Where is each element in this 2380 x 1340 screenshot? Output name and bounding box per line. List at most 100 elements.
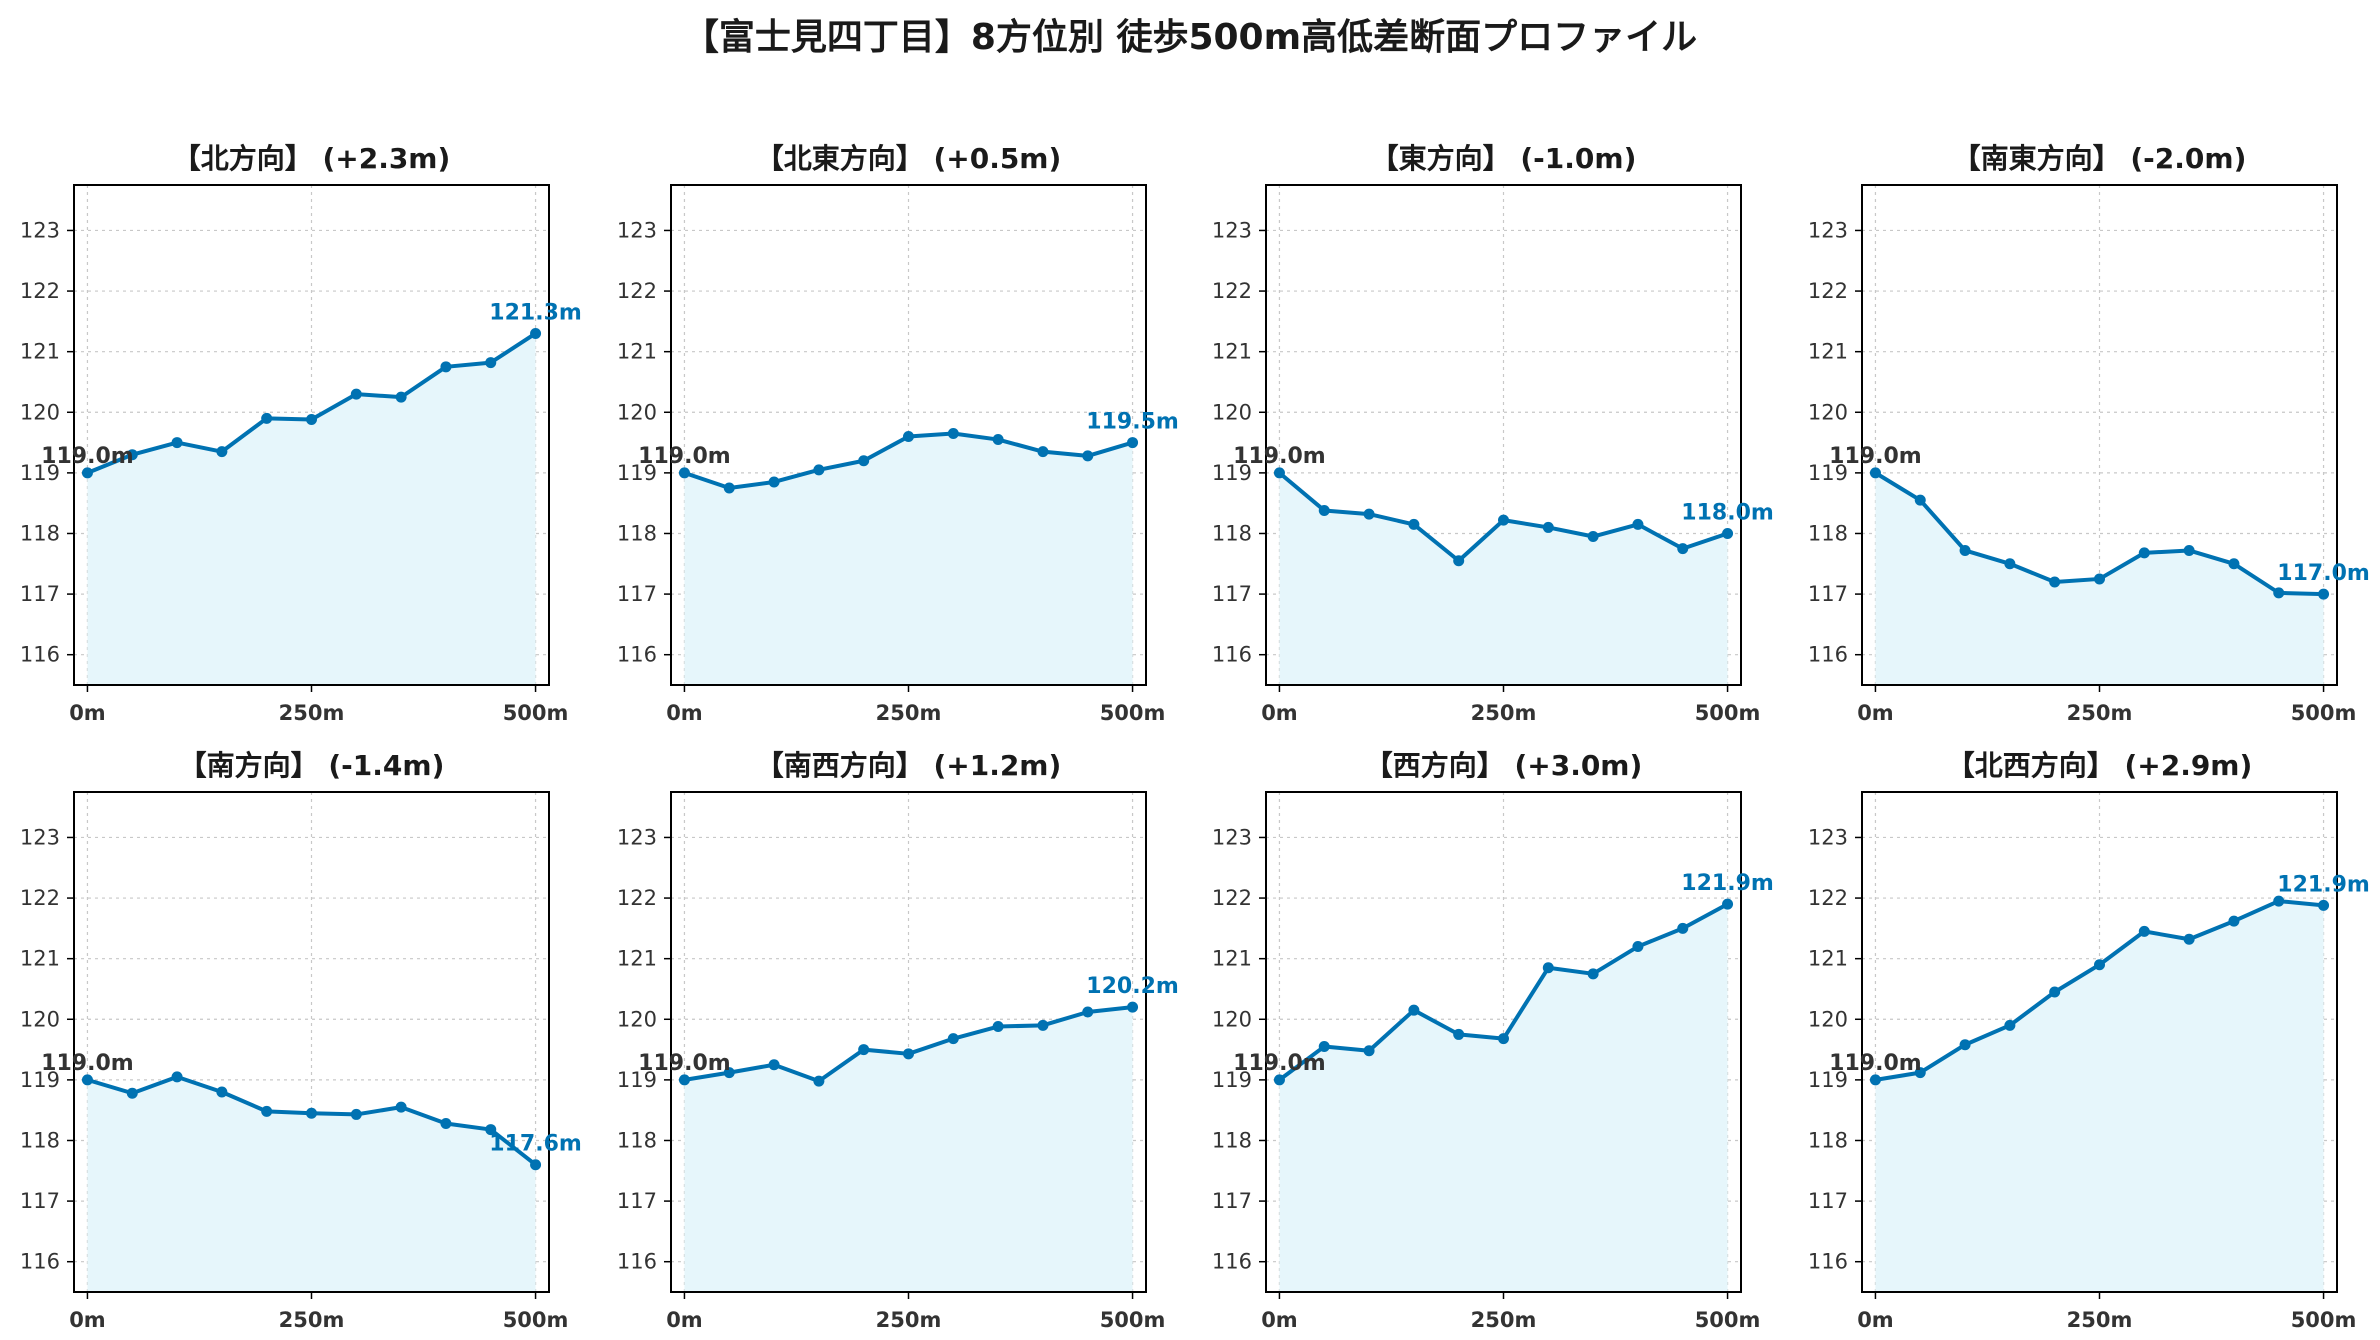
data-point <box>2004 1019 2016 1031</box>
chart-panel: 116 117 118 119 120 121 122 123 0m 250m 500m 【西方向】 … <box>1212 749 1774 1332</box>
ytick-label: 122 <box>617 886 657 910</box>
area-fill <box>87 1076 536 1292</box>
ytick-label: 123 <box>20 825 60 849</box>
ytick-label: 121 <box>1212 947 1252 971</box>
ytick-label: 120 <box>1212 1007 1252 1031</box>
panel-title: 【北方向】 (+2.3m) <box>173 142 451 175</box>
area-fill <box>684 1007 1133 1292</box>
ytick-label: 117 <box>20 582 60 606</box>
ytick-label: 123 <box>1808 825 1848 849</box>
xtick-label: 500m <box>2291 1308 2357 1332</box>
panel-title: 【南西方向】 (+1.2m) <box>756 749 1062 782</box>
data-point <box>81 467 93 479</box>
data-point <box>678 1074 690 1086</box>
ytick-label: 118 <box>20 521 60 545</box>
data-point <box>2049 986 2061 998</box>
data-point <box>350 388 362 400</box>
ytick-label: 122 <box>1212 279 1252 303</box>
ytick-label: 119 <box>20 461 60 485</box>
data-point <box>1542 521 1554 533</box>
xtick-label: 0m <box>1857 1308 1894 1332</box>
data-point <box>2273 587 2285 599</box>
figure-title: 【富士見四丁目】8方位別 徒歩500m高低差断面プロファイル <box>682 17 1698 58</box>
ytick-label: 116 <box>1212 1250 1252 1274</box>
ytick-label: 118 <box>1212 1128 1252 1152</box>
ytick-label: 117 <box>617 1189 657 1213</box>
data-point <box>1273 1074 1285 1086</box>
data-point <box>947 427 959 439</box>
xtick-label: 250m <box>1471 1308 1537 1332</box>
data-point <box>171 1071 183 1083</box>
ytick-label: 121 <box>1808 947 1848 971</box>
ytick-label: 121 <box>20 947 60 971</box>
ytick-label: 116 <box>20 643 60 667</box>
data-point <box>1363 508 1375 520</box>
end-label: 121.9m <box>2277 872 2370 897</box>
ytick-label: 118 <box>617 1128 657 1152</box>
ytick-label: 117 <box>1808 582 1848 606</box>
ytick-label: 116 <box>1212 643 1252 667</box>
ytick-label: 123 <box>20 218 60 242</box>
data-point <box>1318 1041 1330 1053</box>
xtick-label: 250m <box>876 701 942 725</box>
ytick-label: 121 <box>617 340 657 364</box>
data-point <box>1632 941 1644 953</box>
data-point <box>2094 959 2105 971</box>
ytick-label: 123 <box>617 218 657 242</box>
panel-title: 【西方向】 (+3.0m) <box>1365 749 1643 782</box>
chart-panel: 116 117 118 119 120 121 122 123 0m 250m 500m 【北方向】 … <box>20 142 582 725</box>
data-point <box>723 1067 735 1079</box>
data-point <box>813 464 825 476</box>
area-fill <box>1279 904 1728 1292</box>
ytick-label: 123 <box>617 825 657 849</box>
data-point <box>1959 1039 1971 1051</box>
data-point <box>903 1048 914 1060</box>
panel-title: 【南方向】 (-1.4m) <box>179 749 445 782</box>
start-label: 119.0m <box>1233 444 1326 469</box>
ytick-label: 120 <box>617 400 657 424</box>
data-point <box>395 1101 407 1113</box>
ytick-label: 122 <box>20 886 60 910</box>
xtick-label: 0m <box>666 1308 703 1332</box>
area-fill <box>1875 901 2324 1292</box>
ytick-label: 123 <box>1808 218 1848 242</box>
xtick-label: 250m <box>279 1308 345 1332</box>
end-label: 120.2m <box>1086 974 1179 999</box>
area-fill <box>1279 472 1728 685</box>
data-point <box>1869 1074 1881 1086</box>
ytick-label: 118 <box>1212 521 1252 545</box>
data-point <box>306 1107 317 1119</box>
data-point <box>1318 504 1330 516</box>
data-point <box>2049 576 2061 588</box>
panel-title: 【北東方向】 (+0.5m) <box>756 142 1062 175</box>
data-point <box>1408 1004 1420 1016</box>
data-point <box>485 357 497 369</box>
xtick-label: 500m <box>503 701 569 725</box>
ytick-label: 116 <box>617 1250 657 1274</box>
data-point <box>858 1044 870 1056</box>
ytick-label: 120 <box>1212 400 1252 424</box>
chart-panel: 116 117 118 119 120 121 122 123 0m 250m 500m 【南方向】 … <box>20 749 582 1332</box>
ytick-label: 123 <box>1212 825 1252 849</box>
data-point <box>216 446 228 458</box>
xtick-label: 0m <box>1261 701 1298 725</box>
ytick-label: 120 <box>617 1007 657 1031</box>
start-label: 119.0m <box>1829 1051 1922 1076</box>
data-point <box>2183 544 2195 556</box>
ytick-label: 117 <box>617 582 657 606</box>
end-label: 118.0m <box>1681 500 1774 525</box>
ytick-label: 121 <box>617 947 657 971</box>
ytick-label: 118 <box>1808 1128 1848 1152</box>
data-point <box>1587 531 1599 543</box>
data-point <box>216 1086 228 1098</box>
chart-panel: 116 117 118 119 120 121 122 123 0m 250m 500m 【北西方向】… <box>1808 749 2370 1332</box>
xtick-label: 250m <box>2067 701 2133 725</box>
data-point <box>768 1059 780 1071</box>
panel-title: 【東方向】 (-1.0m) <box>1371 142 1637 175</box>
data-point <box>1127 1001 1139 1013</box>
ytick-label: 116 <box>617 643 657 667</box>
ytick-label: 116 <box>1808 1250 1848 1274</box>
data-point <box>947 1033 959 1045</box>
data-point <box>1127 437 1139 449</box>
data-point <box>1677 922 1689 934</box>
